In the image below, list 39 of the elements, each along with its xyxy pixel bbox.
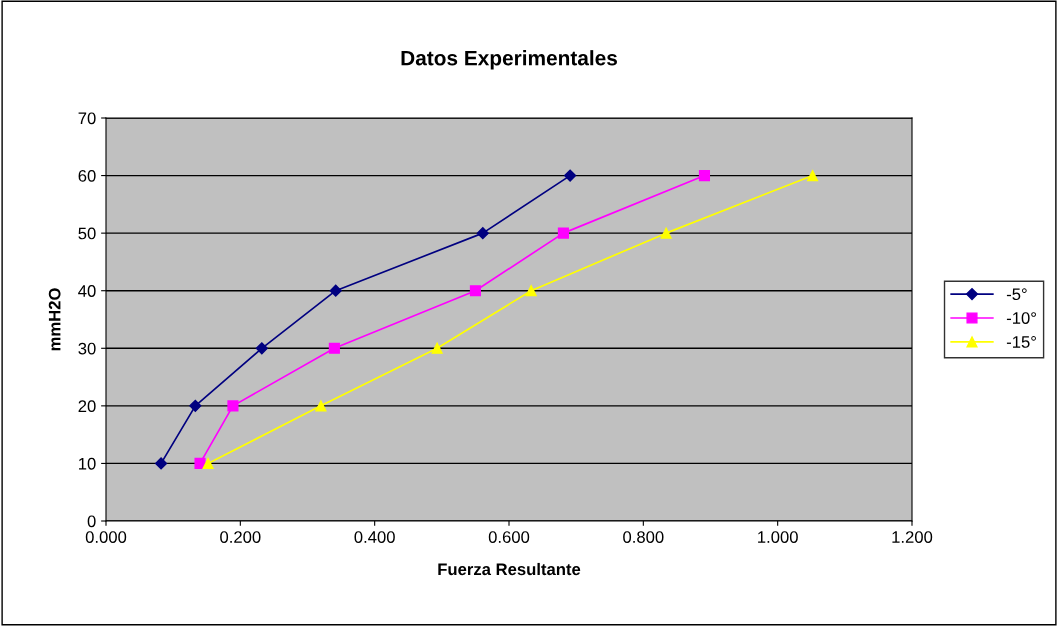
x-axis-title: Fuerza Resultante [438,562,581,576]
point [328,342,340,354]
point [189,399,202,412]
point [525,285,537,297]
y-tick-label: 50 [78,227,96,240]
x-tick-label: 0.000 [85,531,127,543]
legend-label: -10° [1006,312,1036,324]
y-axis-title: mmH2O [48,288,61,351]
x-tick-label: 0.600 [488,531,530,543]
chart-title: Datos Experimentales [401,50,617,70]
y-tick-label: 30 [78,342,96,355]
point [557,227,569,239]
point [660,227,672,239]
x-tick-label: 0.400 [354,531,395,543]
x-tick-label: 0.200 [220,531,261,543]
point [202,457,214,469]
y-tick-label: 60 [78,169,96,182]
point [329,284,342,297]
y-tick-label: 0 [87,515,96,528]
point [476,227,489,240]
point [564,169,577,182]
y-tick-label: 70 [78,112,96,125]
y-tick-label: 20 [78,400,96,413]
point [431,342,443,354]
point [227,400,239,412]
legend-label: -5° [1006,288,1027,301]
x-tick-label: 1.000 [758,531,798,543]
point [194,457,206,469]
y-tick-label: 10 [79,457,96,470]
point [698,170,711,182]
x-tick-label: 1.200 [892,531,933,543]
y-tick-label: 40 [78,285,96,297]
point [315,400,327,412]
point [154,457,168,470]
point [469,285,481,297]
point [807,170,819,182]
legend-label: -15° [1006,336,1036,348]
x-tick-label: 0.800 [623,531,664,543]
point [255,342,268,355]
